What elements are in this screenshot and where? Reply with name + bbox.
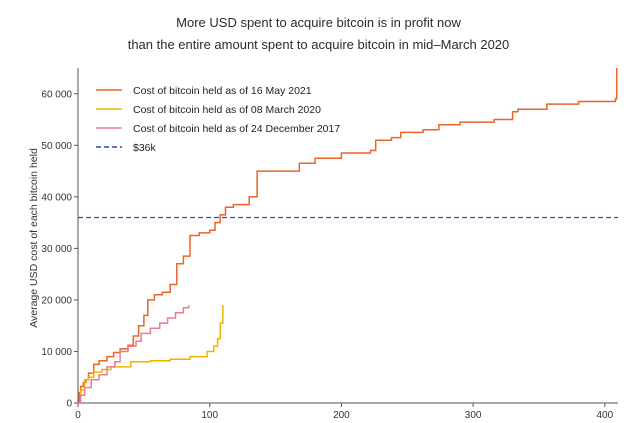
series-line-2 <box>78 305 224 404</box>
plot-area <box>78 68 618 404</box>
y-tick-label: 0 <box>66 399 72 410</box>
y-axis-label: Average USD cost of each bitcoin held <box>28 148 40 328</box>
y-tick-label: 40 000 <box>41 192 72 203</box>
x-tick-label: 0 <box>75 410 81 421</box>
series-line-3 <box>78 305 190 404</box>
y-tick-label: 30 000 <box>41 244 72 255</box>
y-tick-label: 50 000 <box>41 141 72 152</box>
legend-label-4: $36k <box>133 142 157 154</box>
x-tick-label: 100 <box>201 410 218 421</box>
legend-label-1: Cost of bitcoin held as of 16 May 2021 <box>133 85 312 97</box>
chart-title: More USD spent to acquire bitcoin is in … <box>0 12 637 56</box>
chart-title-line-1: More USD spent to acquire bitcoin is in … <box>176 15 461 30</box>
legend-label-3: Cost of bitcoin held as of 24 December 2… <box>133 123 340 135</box>
series-line-1 <box>78 68 618 404</box>
x-tick-label: 400 <box>596 410 613 421</box>
x-tick-label: 200 <box>333 410 350 421</box>
y-tick-label: 20 000 <box>41 295 72 306</box>
axes: 0 10 000 20 000 30 000 40 000 50 000 60 000 0 10… <box>41 68 618 421</box>
legend: Cost of bitcoin held as of 16 May 2021 Co… <box>96 85 340 154</box>
legend-label-2: Cost of bitcoin held as of 08 March 2020 <box>133 104 321 116</box>
y-tick-label: 10 000 <box>41 347 72 358</box>
chart-title-line-2: than the entire amount spent to acquire … <box>127 37 510 52</box>
x-tick-label: 300 <box>465 410 482 421</box>
y-tick-label: 60 000 <box>41 89 72 100</box>
